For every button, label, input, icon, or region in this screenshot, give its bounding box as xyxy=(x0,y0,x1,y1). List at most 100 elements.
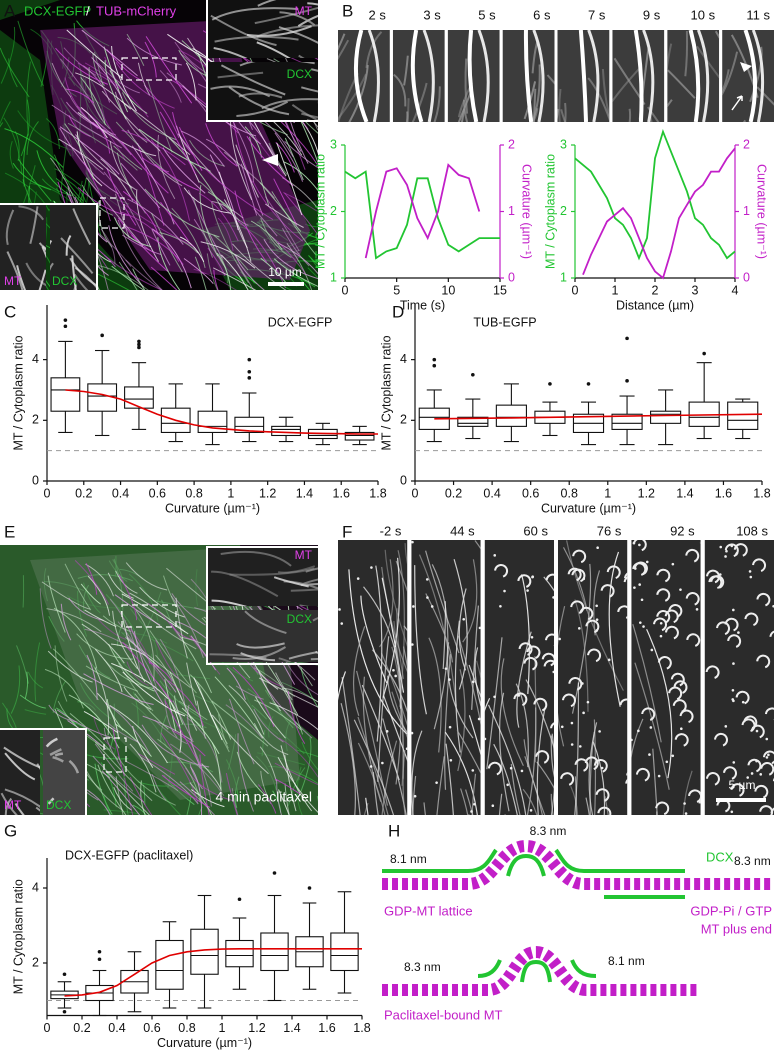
speck xyxy=(560,725,564,729)
fiber xyxy=(8,58,18,88)
channel-label: TUB-mCherry xyxy=(96,3,177,18)
fiber xyxy=(296,766,303,815)
fiber xyxy=(405,111,409,122)
fiber xyxy=(19,694,46,709)
fiber xyxy=(457,669,466,772)
fiber xyxy=(93,51,104,88)
curl xyxy=(545,573,554,581)
fiber xyxy=(307,2,318,6)
fiber xyxy=(112,610,138,670)
fiber xyxy=(271,191,317,256)
fiber xyxy=(1,702,18,730)
fiber xyxy=(375,565,383,742)
speck xyxy=(765,756,769,759)
inset-label: MT xyxy=(4,274,22,288)
y-tick-label: 1 xyxy=(560,270,567,284)
fiber xyxy=(444,731,478,815)
x-tick-label: 2 xyxy=(652,283,659,297)
curl xyxy=(668,686,683,701)
speck xyxy=(695,608,699,611)
fiber xyxy=(284,137,304,181)
curl xyxy=(698,798,701,804)
curl xyxy=(714,732,728,747)
fiber xyxy=(80,76,106,126)
speck xyxy=(581,682,584,685)
fiber xyxy=(103,795,112,815)
fiber xyxy=(274,132,304,182)
fiber xyxy=(126,226,184,265)
speck xyxy=(649,726,653,729)
micrograph xyxy=(392,30,445,122)
fiber xyxy=(236,642,285,649)
fiber xyxy=(211,201,249,284)
speck xyxy=(725,549,728,553)
fiber xyxy=(381,577,405,693)
fiber xyxy=(239,62,315,67)
fiber xyxy=(223,199,252,262)
curl xyxy=(560,772,575,786)
fiber xyxy=(105,702,151,755)
fiber xyxy=(259,746,277,781)
fiber xyxy=(278,737,318,778)
fiber xyxy=(207,191,234,212)
fiber xyxy=(256,41,291,58)
fiber xyxy=(94,743,134,792)
fiber xyxy=(301,742,318,771)
fiber xyxy=(301,86,318,93)
fiber xyxy=(168,680,204,727)
fiber xyxy=(66,29,123,79)
panel-label: B xyxy=(342,1,353,20)
fiber xyxy=(259,182,302,233)
fiber xyxy=(274,762,318,786)
curl xyxy=(770,807,774,814)
labels: A B C D E F G H DCX-EGFP / TUB-mCherry M… xyxy=(4,1,772,1022)
fiber xyxy=(211,599,248,606)
fiber xyxy=(246,170,264,216)
fiber xyxy=(52,648,99,701)
fiber xyxy=(60,603,72,641)
fiber xyxy=(100,108,125,145)
fiber xyxy=(154,163,199,191)
micrograph xyxy=(0,730,40,815)
fiber xyxy=(348,65,369,122)
fiber xyxy=(122,190,159,234)
fiber xyxy=(275,672,293,701)
x-tick-label: 0.4 xyxy=(483,486,500,500)
fiber xyxy=(550,793,554,815)
fiber xyxy=(468,814,470,815)
frame-time: 6 s xyxy=(533,7,551,22)
fiber xyxy=(111,662,169,700)
x-tick-label: 1.2 xyxy=(638,486,655,500)
fiber xyxy=(84,609,117,628)
fiber xyxy=(115,121,179,183)
fiber xyxy=(97,764,127,815)
curl xyxy=(625,778,628,784)
fiber xyxy=(93,716,115,750)
speck xyxy=(639,621,642,624)
curl xyxy=(572,549,587,564)
fiber xyxy=(252,181,304,242)
fiber xyxy=(91,263,149,290)
fiber xyxy=(155,639,179,679)
curl xyxy=(533,697,548,712)
x-tick-label: 4 xyxy=(732,283,739,297)
flier xyxy=(100,333,104,338)
fiber xyxy=(122,641,173,703)
frame-time: 76 s xyxy=(597,523,622,538)
fiber xyxy=(258,671,282,712)
speck xyxy=(412,605,415,608)
speck xyxy=(385,730,389,733)
x-tick-label: 0.2 xyxy=(73,1021,90,1035)
fiber xyxy=(72,208,92,245)
inset-label: MT xyxy=(4,798,22,812)
chart-title: TUB-EGFP xyxy=(473,315,536,329)
fiber xyxy=(164,679,177,732)
speck xyxy=(493,695,496,699)
speck xyxy=(650,648,654,652)
fiber xyxy=(68,115,91,137)
fiber xyxy=(71,255,77,290)
fiber xyxy=(274,778,301,795)
inset-label: MT xyxy=(295,4,313,18)
speck xyxy=(392,668,395,672)
chart-title: DCX-EGFP (paclitaxel) xyxy=(65,848,193,862)
